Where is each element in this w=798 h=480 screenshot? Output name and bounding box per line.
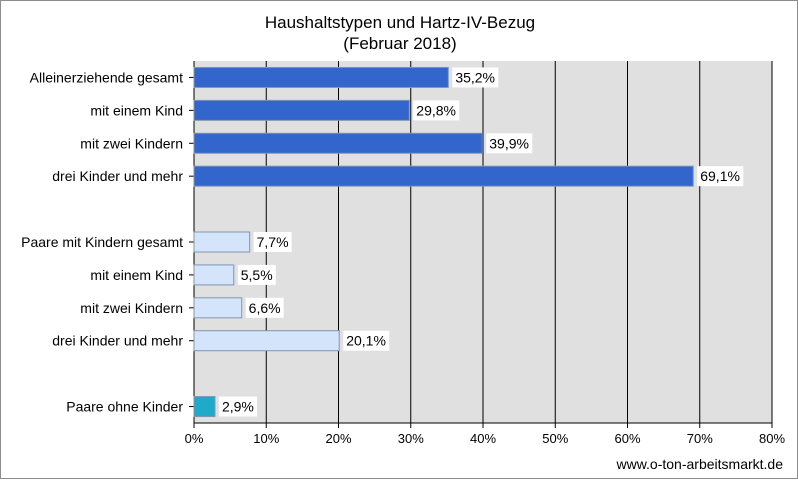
data-label-background	[218, 396, 257, 417]
x-tick-label: 20%	[325, 431, 351, 446]
category-label: Paare mit Kindern gesamt	[21, 234, 183, 250]
source-credit: www.o-ton-arbeitsmarkt.de	[615, 456, 783, 472]
data-label: 6,6%	[249, 300, 281, 316]
data-label-background	[452, 67, 499, 88]
bar	[193, 66, 449, 88]
data-label: 35,2%	[455, 69, 495, 85]
data-label: 29,8%	[416, 102, 456, 118]
data-label-background	[253, 232, 292, 252]
chart-title-line-1: Haushaltstypen und Hartz-IV-Bezug	[265, 13, 535, 32]
bar	[193, 264, 235, 286]
category-label: mit einem Kind	[90, 267, 183, 283]
category-label: mit einem Kind	[90, 102, 183, 118]
x-tick-label: 0%	[185, 431, 204, 446]
bar	[193, 330, 340, 352]
category-label: drei Kinder und mehr	[52, 333, 183, 349]
data-label: 2,9%	[222, 399, 254, 415]
data-label: 69,1%	[700, 168, 740, 184]
data-label-background	[697, 166, 744, 187]
x-tick-label: 60%	[614, 431, 640, 446]
bar	[193, 99, 410, 121]
data-label-background	[486, 133, 533, 154]
x-tick-label: 10%	[253, 431, 279, 446]
bar	[193, 231, 251, 253]
bar	[193, 297, 243, 319]
x-tick-label: 40%	[470, 431, 496, 446]
x-tick-label: 70%	[687, 431, 713, 446]
plot-area: 0% 10% 20% 30% 40% 50% 60% 70% 80% Alleinerziehen…	[21, 61, 785, 446]
bar	[193, 396, 216, 418]
data-label: 39,9%	[489, 135, 529, 151]
category-label: drei Kinder und mehr	[52, 168, 183, 184]
category-label: Paare ohne Kinder	[66, 399, 183, 415]
data-label-background	[237, 264, 276, 285]
data-label: 7,7%	[257, 234, 289, 250]
data-label-background	[413, 100, 460, 121]
bar	[193, 132, 483, 154]
chart-title-line-2: (Februar 2018)	[343, 34, 456, 53]
x-tick-label: 30%	[398, 431, 424, 446]
x-tick-label: 80%	[759, 431, 785, 446]
category-label: mit zwei Kindern	[80, 135, 183, 151]
x-tick-label: 50%	[542, 431, 568, 446]
data-label: 5,5%	[241, 267, 273, 283]
data-label: 20,1%	[346, 333, 386, 349]
data-label-background	[343, 330, 390, 351]
data-label-background	[245, 297, 284, 318]
bar	[193, 165, 694, 187]
category-label: mit zwei Kindern	[80, 300, 183, 316]
category-label: Alleinerziehende gesamt	[30, 69, 183, 85]
